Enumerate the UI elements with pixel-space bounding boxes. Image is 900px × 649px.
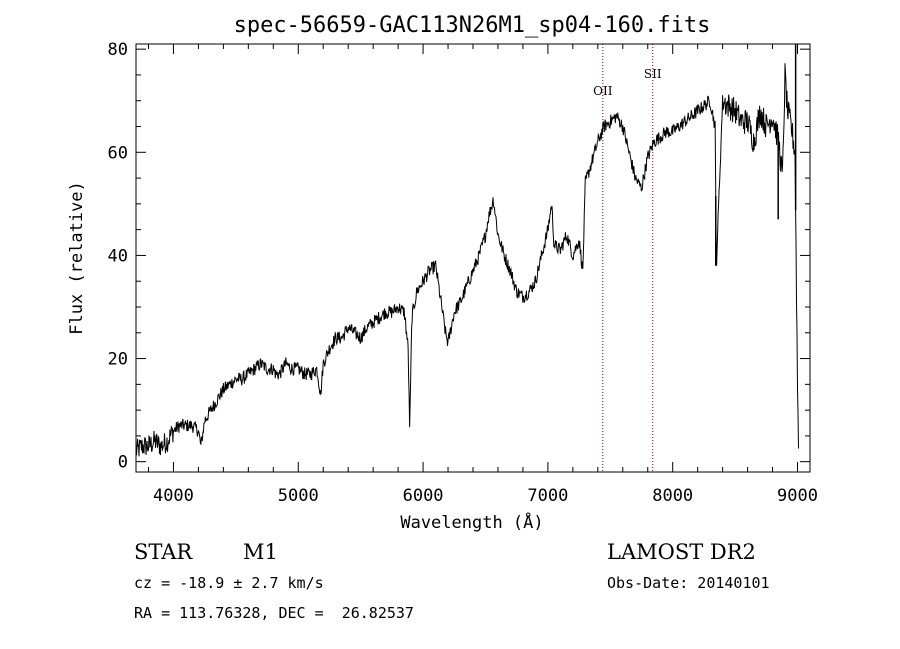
- y-axis-label: Flux (relative): [67, 181, 87, 335]
- redshift-velocity: cz = -18.9 ± 2.7 km/s: [134, 574, 324, 592]
- coordinates: RA = 113.76328, DEC = 26.82537: [134, 604, 414, 622]
- y-tick-label: 40: [108, 246, 128, 266]
- emission-line-label: OII: [593, 84, 613, 98]
- x-tick-label: 8000: [652, 486, 693, 506]
- axis-ticks: [136, 44, 810, 472]
- emission-line-markers: OII SII: [593, 44, 662, 472]
- spectrum-line: [135, 63, 799, 457]
- x-tick-label: 6000: [403, 486, 444, 506]
- emission-line-label: SII: [644, 67, 662, 81]
- y-tick-label: 60: [108, 143, 128, 163]
- object-type: STAR: [134, 540, 193, 564]
- x-axis-label: Wavelength (Å): [400, 511, 543, 533]
- x-tick-label: 4000: [153, 486, 194, 506]
- x-tick-label: 9000: [777, 486, 818, 506]
- chart-title: spec-56659-GAC113N26M1_sp04-160.fits: [234, 13, 711, 38]
- x-tick-label: 5000: [278, 486, 319, 506]
- y-tick-label: 80: [108, 40, 128, 60]
- plot-frame: [135, 43, 811, 473]
- axis-tick-labels: 4000 5000 6000 7000 8000 9000 0 20 40 60 80: [108, 40, 818, 506]
- object-subclass: M1: [243, 540, 278, 564]
- x-tick-label: 7000: [527, 486, 568, 506]
- observation-date: Obs-Date: 20140101: [607, 574, 770, 592]
- y-tick-label: 20: [108, 350, 128, 370]
- y-tick-label: 0: [118, 453, 128, 473]
- survey-name: LAMOST DR2: [607, 540, 756, 564]
